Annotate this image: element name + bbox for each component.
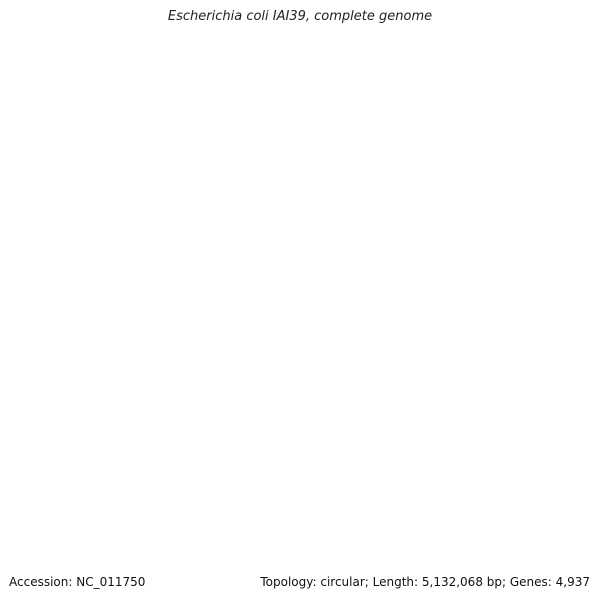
genome-stats: Topology: circular; Length: 5,132,068 bp… (260, 575, 590, 589)
map-title: Escherichia coli IAI39, complete genome (167, 9, 433, 24)
accession-label: Accession: NC_011750 (9, 575, 146, 589)
